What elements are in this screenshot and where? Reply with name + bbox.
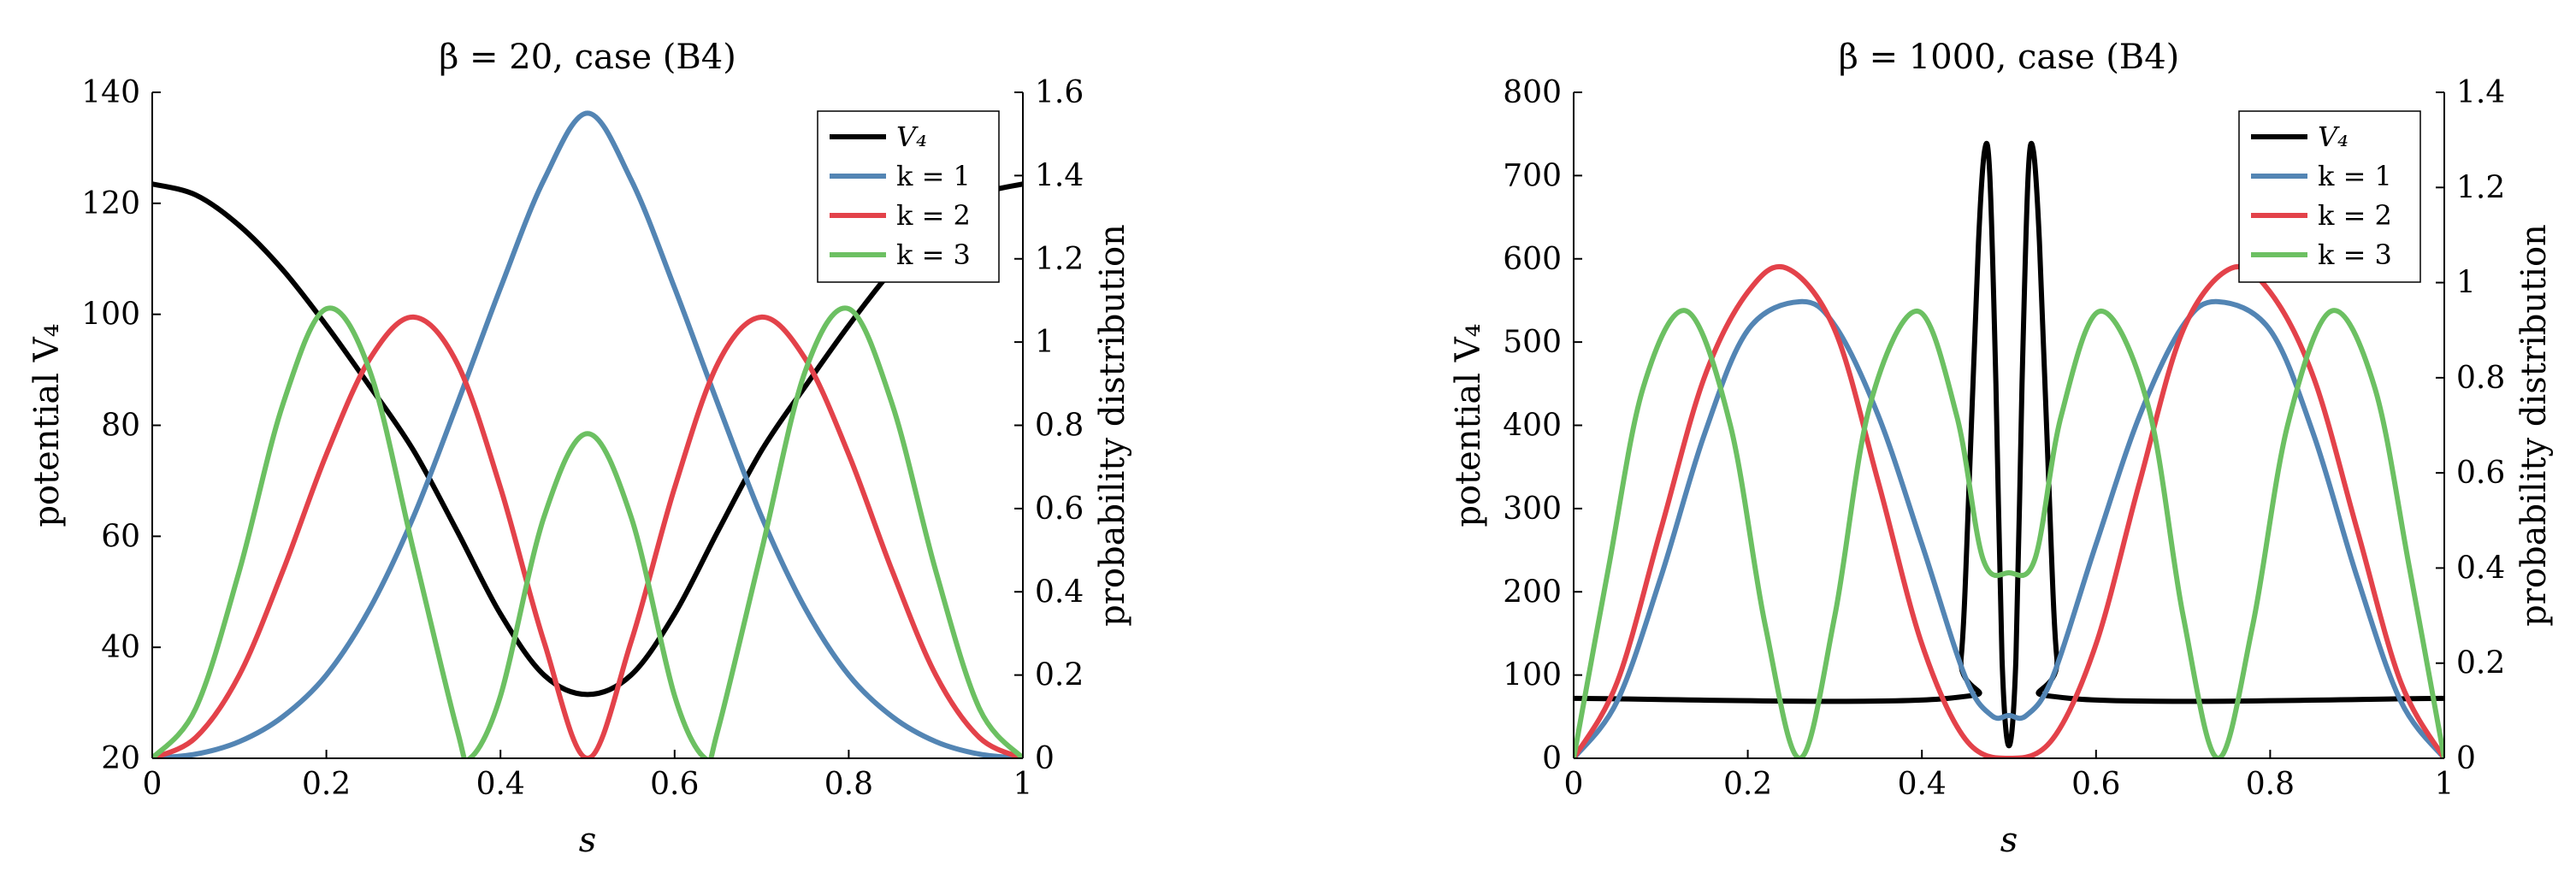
series-line-k1 [1574, 298, 2444, 758]
y-tick-label-right: 1.2 [1035, 242, 1084, 277]
x-tick-label: 0.8 [2246, 767, 2295, 802]
y-tick-label-right: 0 [1035, 741, 1055, 776]
y-axis-label-right: probability distribution [1093, 224, 1132, 627]
y-tick-label-right: 0.8 [2456, 361, 2505, 396]
legend-label-k2: k = 2 [2318, 199, 2392, 232]
y-tick-label-right: 0.4 [1035, 574, 1084, 610]
x-tick-label: 0.8 [824, 767, 873, 802]
x-tick-label: 0 [143, 767, 162, 802]
y-tick-label-left: 300 [1503, 492, 1562, 527]
y-tick-label-right: 0.2 [2456, 646, 2505, 681]
series-line-k2 [1574, 263, 2444, 758]
chart-right: 0 0.2 0.4 0.6 0.8 101002003004005006007008000… [1449, 38, 2554, 860]
y-tick-label-right: 0.2 [1035, 658, 1084, 693]
x-tick-label: 0.2 [1723, 767, 1772, 802]
series-line-v4 [1574, 140, 2444, 749]
x-axis-label: s [2000, 821, 2018, 860]
y-tick-label-right: 0.6 [2456, 456, 2505, 491]
y-tick-label-left: 500 [1503, 325, 1562, 360]
x-tick-label: 1 [2435, 767, 2455, 802]
x-tick-label: 0 [1564, 767, 1584, 802]
x-tick-label: 0.4 [476, 767, 525, 802]
x-tick-label: 0.2 [302, 767, 351, 802]
y-tick-label-left: 100 [1503, 658, 1562, 693]
series-line-k3 [152, 305, 1023, 758]
y-tick-label-left: 400 [1503, 409, 1562, 444]
legend-label-k2: k = 2 [896, 199, 971, 232]
y-tick-label-right: 1.4 [2456, 75, 2505, 110]
y-axis-label-right: probability distribution [2514, 224, 2554, 627]
chart-title: β = 1000, case (B4) [1839, 38, 2180, 77]
legend: V₄ k = 1 k = 2 k = 3 [817, 110, 1000, 283]
y-axis-label-left: potential V₄ [1449, 323, 1488, 527]
legend-label-v4: V₄ [896, 121, 927, 153]
legend: V₄ k = 1 k = 2 k = 3 [2238, 110, 2421, 283]
y-tick-label-right: 1 [1035, 325, 1055, 360]
series-group [152, 110, 1023, 758]
series-line-k3 [1574, 308, 2444, 758]
y-tick-label-left: 20 [101, 741, 140, 776]
y-tick-label-left: 140 [81, 75, 140, 110]
y-axis-label-left: potential V₄ [27, 323, 67, 527]
x-tick-label: 0.6 [650, 767, 699, 802]
y-tick-label-left: 700 [1503, 158, 1562, 193]
legend-label-k1: k = 1 [896, 160, 971, 192]
y-tick-label-left: 600 [1503, 242, 1562, 277]
y-tick-label-right: 0.6 [1035, 492, 1084, 527]
legend-label-k3: k = 3 [896, 239, 971, 271]
series-line-k2 [152, 314, 1023, 758]
x-tick-label: 0.6 [2071, 767, 2120, 802]
y-tick-label-right: 1.4 [1035, 158, 1084, 193]
chart-title: β = 20, case (B4) [439, 38, 736, 77]
y-tick-label-right: 0 [2456, 741, 2476, 776]
y-tick-label-right: 0.4 [2456, 551, 2505, 586]
legend-label-v4: V₄ [2318, 121, 2349, 153]
y-tick-label-left: 800 [1503, 75, 1562, 110]
y-tick-label-right: 1.6 [1035, 75, 1084, 110]
y-tick-label-left: 0 [1542, 741, 1562, 776]
series-group [1574, 140, 2444, 758]
y-tick-label-right: 1 [2456, 266, 2476, 301]
y-tick-label-right: 0.8 [1035, 409, 1084, 444]
series-line-k1 [152, 110, 1023, 758]
legend-label-k1: k = 1 [2318, 160, 2392, 192]
legend-label-k3: k = 3 [2318, 239, 2392, 271]
y-tick-label-left: 40 [101, 630, 140, 665]
chart-left: 0 0.2 0.4 0.6 0.8 12040608010012014000.20.40.… [27, 38, 1132, 860]
x-tick-label: 1 [1013, 767, 1033, 802]
legend-box [2238, 110, 2421, 283]
y-tick-label-left: 80 [101, 409, 140, 444]
x-axis-label: s [579, 821, 597, 860]
y-tick-label-left: 200 [1503, 574, 1562, 610]
y-tick-label-right: 1.2 [2456, 170, 2505, 205]
series-line-v4 [152, 181, 1023, 698]
x-tick-label: 0.4 [1898, 767, 1947, 802]
y-tick-label-left: 60 [101, 519, 140, 554]
y-tick-label-left: 120 [81, 186, 140, 221]
y-tick-label-left: 100 [81, 298, 140, 333]
